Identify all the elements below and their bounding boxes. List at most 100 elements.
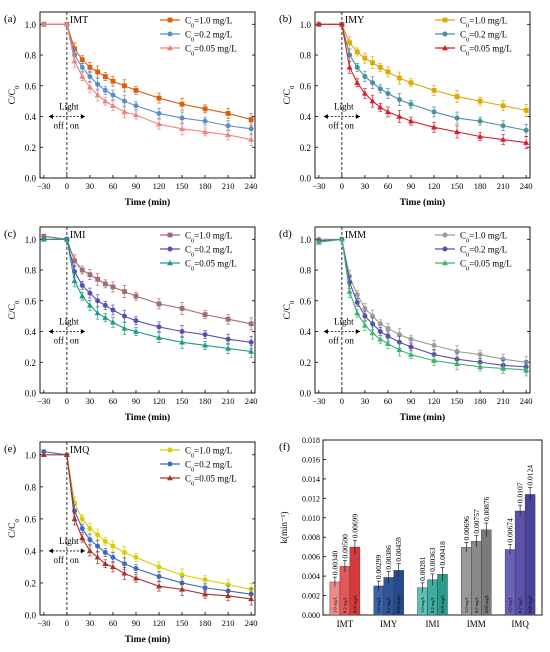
y-tick-label: 0.6 [25,514,37,524]
y-tick-label: 0.6 [300,296,312,306]
data-point [354,310,361,316]
data-point [71,515,78,522]
x-tick-label: 0 [65,618,69,628]
legend-label: C0=0.05 mg/L [460,44,512,58]
data-point [86,84,93,90]
series-3 [40,236,255,358]
data-point [338,21,345,27]
data-point [79,57,85,63]
data-point [133,566,139,572]
y-tick-label: 0.008 [302,533,320,542]
y-tick-label: 0.8 [300,51,312,61]
light-arrow-left-head [48,329,53,335]
panel-label: (a) [4,13,17,25]
data-point [94,92,101,98]
data-point [248,348,255,354]
legend-swatch-marker [442,232,448,238]
x-tick-label: 30 [86,181,95,191]
x-tick-label: 90 [132,181,141,191]
data-point [40,451,47,458]
y-axis-label: C/C0 [283,300,296,319]
bar-inner-label: 0.05 mg/L [352,594,357,613]
x-tick-label: 120 [153,618,166,628]
x-axis-label: Time (min) [400,197,445,208]
bar-inner-label: 1.0 mg/L [376,596,381,613]
data-point [315,239,322,245]
data-point [121,313,127,319]
off-label: off [54,121,64,131]
data-point [87,272,93,278]
x-tick-label: 60 [384,181,393,191]
data-point [354,292,360,298]
y-axis-label: k(min⁻¹) [279,512,289,544]
data-point [133,293,139,299]
y-axis-label: C/C0 [8,519,21,538]
data-point [156,574,162,580]
data-point [121,325,128,331]
y-tick-label: 0.0 [25,611,37,621]
bar-value-label: 0.00757 [472,509,481,534]
legend-label: C0=0.05 mg/L [185,44,237,58]
x-tick-label: −30 [312,181,325,191]
bar-inner-label: 1.0 mg/L [420,596,425,613]
x-tick-label: 210 [222,181,235,191]
x-tick-label: 180 [199,396,212,406]
data-point [202,128,209,135]
x-tick-label: 240 [245,618,258,628]
data-point [87,64,93,70]
data-point [94,554,101,560]
panel-label: (d) [279,228,292,240]
legend-swatch-marker [167,447,173,453]
bar-value-label: 0.0107 [516,482,525,503]
x-tick-label: IMY [380,619,398,629]
light-label: Light [334,317,354,327]
x-tick-label: 30 [86,396,95,406]
bar-inner-label: 0.05 mg/L [484,594,489,613]
series-line [43,23,252,130]
data-point [156,564,162,570]
data-point [121,561,127,567]
light-arrow-left-head [48,548,53,554]
data-point [110,543,116,549]
data-point [385,333,391,339]
data-point [454,128,461,135]
inset-title: IMI [70,230,86,241]
data-point [179,306,185,311]
bar-inner-label: 1.0 mg/L [332,596,337,613]
bar-value-label: 0.00876 [482,496,491,521]
series-line [318,23,527,131]
series-3 [40,451,255,606]
light-arrow-left-head [323,329,328,335]
y-tick-label: 0.8 [300,266,312,276]
x-tick-label: 60 [109,618,118,628]
data-point [396,339,402,345]
y-axis-label: C/C0 [8,85,21,104]
light-arrow-right-head [80,548,85,554]
series-3 [315,21,530,149]
data-point [370,60,375,66]
data-point [396,113,403,119]
x-tick-label: 90 [407,396,416,406]
data-point [225,592,232,598]
data-point [396,332,402,338]
data-point [202,312,208,318]
x-tick-label: 240 [245,181,258,191]
inset-title: IMM [345,230,366,241]
data-point [385,90,391,96]
data-point [370,313,376,319]
y-tick-label: 0.014 [302,475,320,484]
data-point [72,258,77,264]
data-point [202,332,208,338]
data-point [361,90,368,96]
inset-title: IMY [345,15,364,26]
x-tick-label: 150 [451,396,464,406]
light-label: Light [59,317,79,327]
y-axis-label: C/C0 [8,300,21,319]
x-tick-label: 150 [176,618,189,628]
data-point [431,342,437,348]
data-point [370,321,376,327]
light-arrow-right-head [80,329,85,335]
data-point [179,339,186,345]
bar-value-label: 0.00674 [506,518,515,543]
